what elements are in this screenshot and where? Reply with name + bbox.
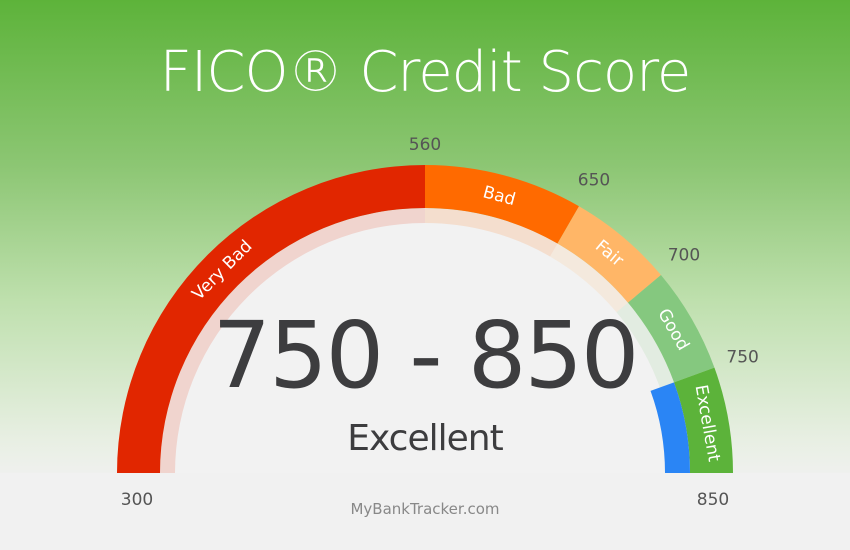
segment-inner-ring	[616, 302, 675, 388]
source-credit: MyBankTracker.com	[350, 500, 500, 518]
segment-fair	[557, 206, 661, 303]
segment-inner-ring	[425, 208, 558, 257]
gauge-base	[0, 473, 850, 550]
tick-label: 650	[578, 170, 610, 190]
tick-label: 850	[697, 490, 729, 510]
tick-label: 300	[121, 490, 153, 510]
segment-very-bad	[117, 165, 425, 473]
segment-inner-ring	[160, 208, 425, 473]
segment-excellent	[674, 367, 733, 473]
segment-inner-ring	[550, 243, 629, 313]
score-range: 750 - 850	[212, 302, 640, 409]
page-title: FICO® Credit Score	[159, 40, 692, 105]
gauge-center-disc	[160, 208, 690, 473]
segment-good	[628, 275, 715, 383]
score-indicator	[650, 382, 690, 473]
tick-label: 750	[726, 347, 758, 367]
tick-label: 560	[409, 135, 441, 155]
tick-label: 700	[668, 246, 700, 266]
segment-bad	[425, 165, 579, 244]
score-rating: Excellent	[347, 418, 503, 459]
